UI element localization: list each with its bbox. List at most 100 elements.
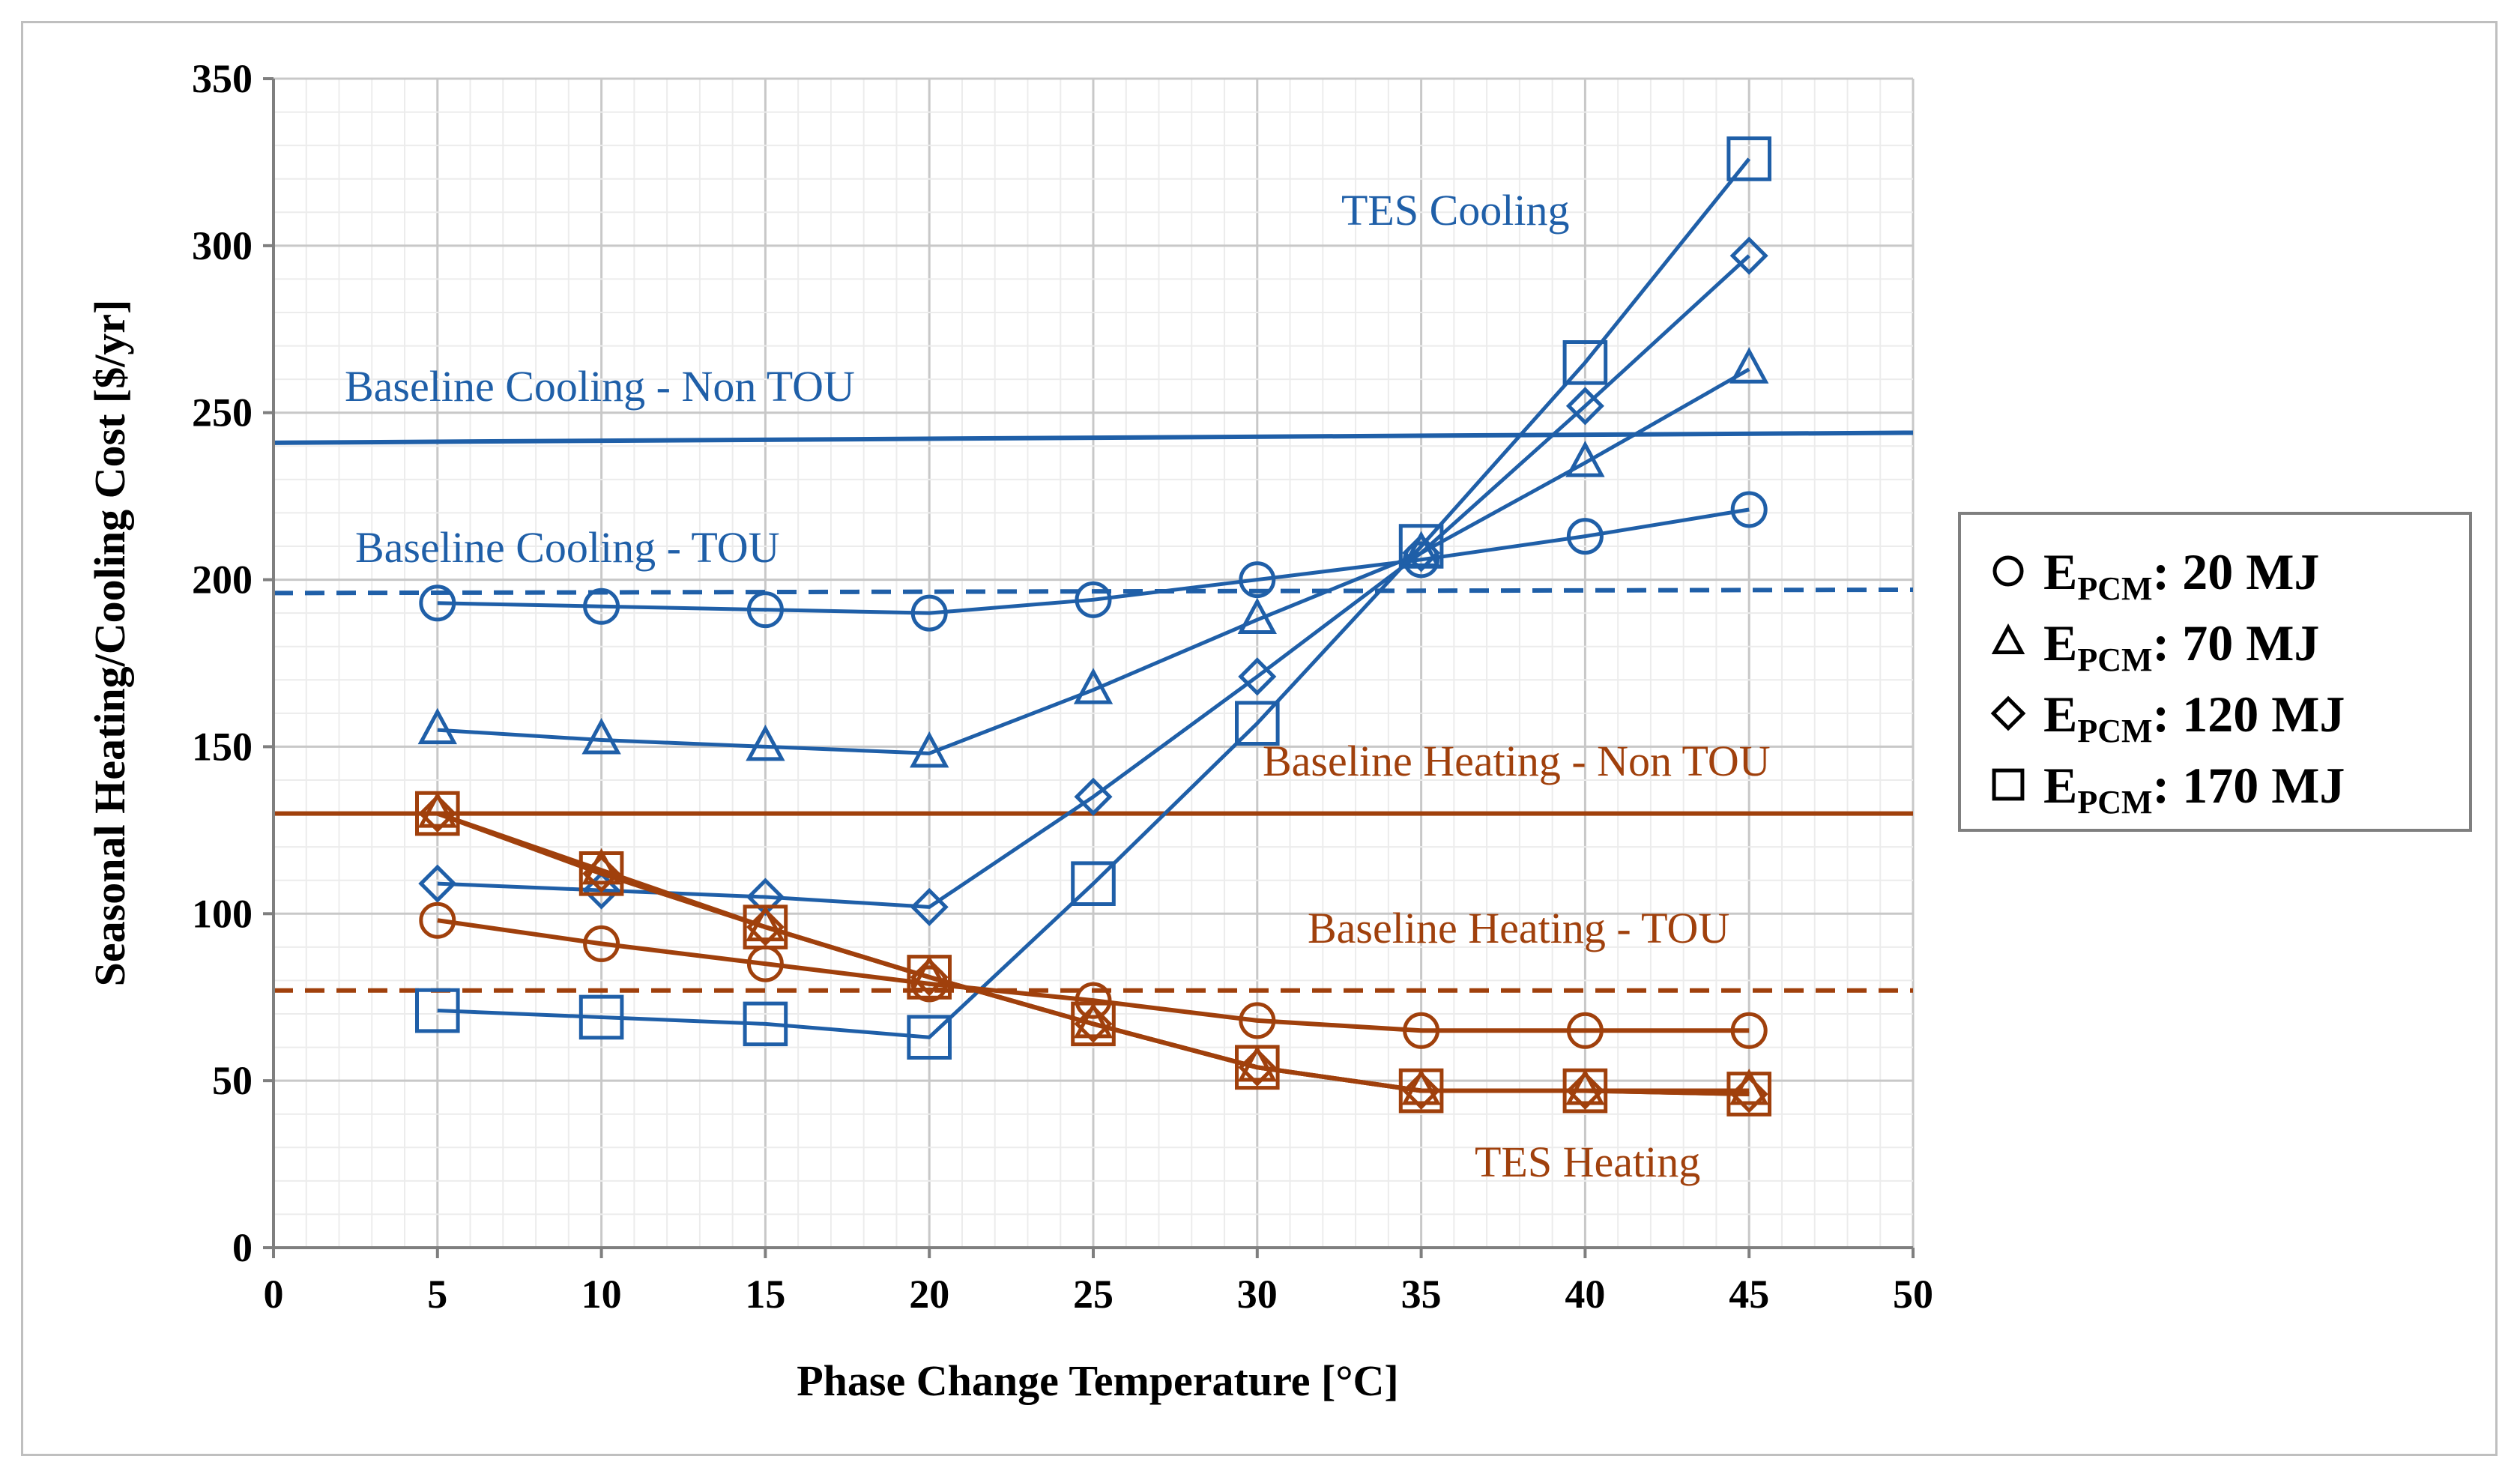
data-point-circle [1075, 982, 1112, 1019]
data-point-circle [1566, 1012, 1604, 1049]
baseline-cooling-solid [273, 430, 1914, 445]
series-line [437, 507, 1750, 615]
x-tick-label: 20 [909, 1272, 949, 1317]
data-point-diamond [1565, 1071, 1604, 1111]
series-line [437, 367, 1750, 755]
series-line [436, 811, 1750, 1096]
data-point-square [1235, 1045, 1280, 1090]
annotation-label: Baseline Heating - Non TOU [1263, 737, 1771, 785]
data-point-triangle [1729, 347, 1769, 384]
data-point-square [743, 904, 788, 949]
data-point-circle [1075, 581, 1112, 618]
data-point-square [1071, 861, 1116, 906]
x-tick-label: 25 [1073, 1272, 1114, 1317]
y-tick-label: 0 [232, 1225, 253, 1270]
legend-label-main: E [2043, 757, 2077, 814]
x-tick-label: 50 [1893, 1272, 1933, 1317]
data-point-circle [746, 591, 784, 629]
legend-label-main: E [2043, 614, 2077, 671]
data-point-circle [1566, 518, 1604, 555]
data-point-diamond [1402, 1071, 1441, 1111]
data-point-diamond [1238, 657, 1277, 696]
data-point-diamond [746, 878, 785, 916]
legend-label-value: : 120 MJ [2153, 686, 2345, 743]
legend-marker-triangle [1991, 623, 2025, 654]
legend-label-sub: PCM [2077, 570, 2152, 607]
data-point-diamond [418, 794, 457, 833]
data-point-circle [583, 925, 620, 962]
y-tick-label: 250 [192, 390, 253, 435]
annotation-label: Baseline Heating - TOU [1308, 904, 1729, 952]
y-tick-label: 150 [192, 724, 253, 769]
series-line [437, 918, 1750, 1033]
data-point-triangle [417, 791, 457, 828]
data-point-diamond [1729, 1075, 1768, 1114]
x-tick-label: 45 [1729, 1272, 1769, 1317]
legend-label-value: : 170 MJ [2153, 757, 2345, 814]
tick-labels: 0 5 10 15 20 25 30 35 40 45 50 0 50 100 150 200 250 300 35… [192, 56, 1933, 1317]
legend-marker-diamond [1990, 695, 2026, 731]
data-point-circle [910, 594, 948, 632]
data-point-diamond [1074, 777, 1113, 816]
x-tick-label: 35 [1401, 1272, 1442, 1317]
data-point-square [1726, 1072, 1771, 1117]
data-point-triangle [581, 718, 621, 755]
series-cooling-triangle [417, 347, 1769, 768]
y-tick-label: 200 [192, 558, 253, 602]
legend-marker-square [1992, 768, 2025, 801]
legend-label-value: : 70 MJ [2153, 614, 2320, 671]
data-point-circle [583, 588, 620, 625]
gridlines [272, 77, 1915, 1249]
series-lines [415, 136, 1771, 1117]
baseline-cooling-dashed [273, 587, 1914, 596]
data-point-triangle [746, 724, 785, 761]
annotation-label: Baseline Cooling - Non TOU [345, 362, 855, 411]
data-point-circle [419, 901, 456, 939]
series-heating-circle [419, 901, 1768, 1049]
data-point-triangle [1565, 441, 1605, 477]
x-tick-label: 5 [427, 1272, 447, 1317]
data-point-triangle [1073, 668, 1114, 704]
legend-label-main: E [2043, 686, 2077, 743]
data-point-square [1562, 340, 1608, 385]
annotation-label: TES Cooling [1341, 186, 1570, 235]
series-line [437, 157, 1751, 1039]
data-point-circle [1730, 1012, 1768, 1049]
data-point-circle [1239, 1002, 1276, 1039]
data-point-square [1726, 136, 1771, 181]
data-point-circle [1239, 561, 1276, 599]
data-point-square [415, 988, 460, 1033]
legend-label: EPCM: 70 MJ [2043, 614, 2319, 678]
annotation-label: Baseline Cooling - TOU [355, 523, 780, 572]
axes [263, 77, 1915, 1258]
data-point-diamond [582, 871, 621, 910]
x-tick-label: 10 [581, 1272, 622, 1317]
legend-label-sub: PCM [2077, 784, 2152, 821]
data-point-diamond [1402, 534, 1441, 573]
data-point-triangle [1565, 1069, 1605, 1105]
legend-label-sub: PCM [2077, 641, 2152, 678]
data-point-square [415, 791, 460, 836]
data-point-circle [1403, 1012, 1440, 1049]
data-point-square [1562, 1068, 1608, 1114]
legend-label: EPCM: 20 MJ [2043, 543, 2319, 607]
legend-label-main: E [2043, 543, 2077, 600]
annotation-label: TES Heating [1475, 1138, 1700, 1186]
data-point-square [1071, 1001, 1116, 1047]
data-point-diamond [418, 864, 457, 903]
data-point-circle [419, 585, 456, 622]
series-heating-square [415, 791, 1771, 1117]
x-tick-label: 40 [1565, 1272, 1605, 1317]
data-point-square [578, 851, 624, 896]
y-tick-label: 300 [192, 223, 253, 268]
legend-label: EPCM: 120 MJ [2043, 686, 2345, 749]
data-point-diamond [1565, 387, 1604, 426]
data-point-diamond [1238, 1048, 1277, 1087]
data-point-square [907, 1015, 952, 1060]
series-cooling-circle [419, 491, 1768, 632]
x-tick-label: 15 [745, 1272, 785, 1317]
data-point-triangle [1237, 597, 1277, 635]
data-point-square [1235, 701, 1280, 746]
